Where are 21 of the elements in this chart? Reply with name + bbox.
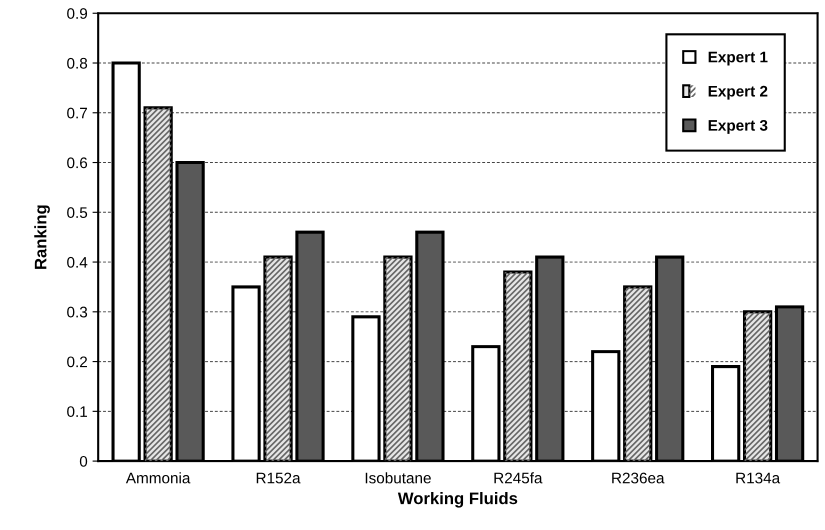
y-tick-label: 0.7 [67,108,87,118]
x-tick-label: R245fa [494,472,542,484]
y-tick-label: 0.2 [67,356,87,368]
y-tick-label: 0.1 [67,406,88,418]
x-tick-label: R134a [736,472,780,484]
x-tick-label: Ammonia [126,472,190,484]
y-tick-label: 0.9 [67,8,88,19]
x-tick-label: R236ea [612,472,664,484]
x-axis-title: Working Fluids [398,492,518,508]
y-axis-title: Ranking [34,205,50,269]
legend-label: Expert 3 [708,120,768,134]
y-tick-label: 0 [80,456,88,467]
legend-label: Expert 2 [708,86,768,100]
x-tick-label: Isobutane [366,472,431,484]
y-tick-label: 0.4 [67,256,88,268]
y-tick-label: 0.5 [67,207,88,218]
y-tick-label: 0.6 [67,157,88,168]
legend-label: Expert 1 [708,52,768,66]
x-tick-label: R152a [256,472,301,484]
y-tick-label: 0.3 [67,306,88,318]
y-tick-label: 0.8 [67,58,88,69]
